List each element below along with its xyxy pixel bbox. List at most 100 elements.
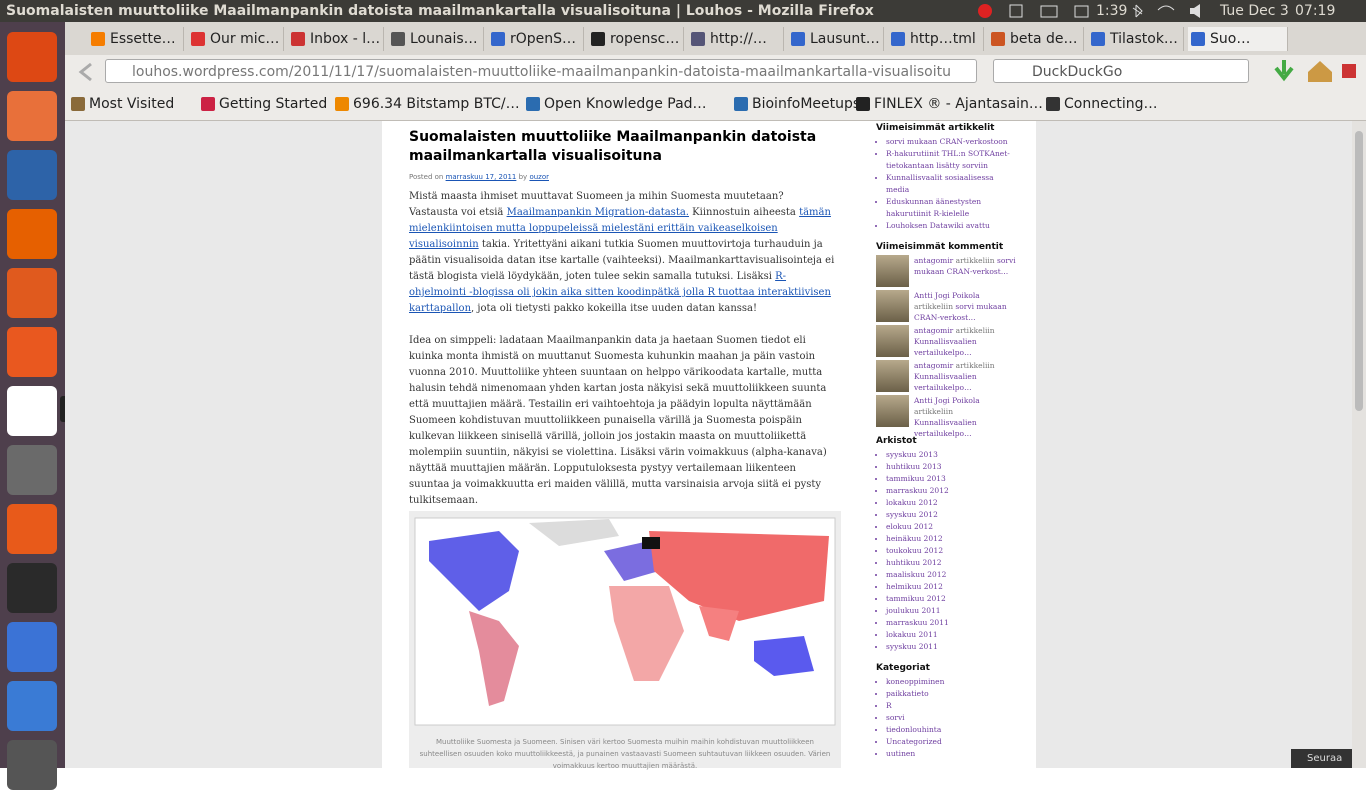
sidebar-link[interactable]: lokakuu 2012 [886,497,1016,509]
launcher-icon[interactable] [7,268,57,318]
sidebar-link[interactable]: tiedonlouhinta [886,724,1016,736]
tab[interactable]: Tilastok… [1088,27,1184,51]
meta-date[interactable]: marraskuu 17, 2011 [445,173,517,181]
comment-author[interactable]: Antti Jogi Poikola [914,291,980,300]
scrollbar[interactable] [1352,121,1366,768]
tab[interactable]: Our mic… [188,27,284,51]
sidebar-link[interactable]: marraskuu 2012 [886,485,1016,497]
sidebar-link[interactable]: paikkatieto [886,688,1016,700]
sidebar-link[interactable]: Eduskunnan äänestysten hakurutiinit R-ki… [886,196,1016,220]
comment-post[interactable]: Kunnallisvaalien vertailukelpo… [914,372,977,392]
battery-time[interactable]: 1:39 [1096,3,1128,19]
sidebar-link[interactable]: Louhoksen Datawiki avattu [886,220,1016,232]
tab-label: http://… [710,31,767,47]
comment-author[interactable]: Antti Jogi Poikola [914,396,980,405]
link[interactable]: Maailmanpankin Migration-datasta. [506,207,689,218]
toolbar-icons[interactable] [1270,58,1360,84]
sidebar-link[interactable]: helmikuu 2012 [886,581,1016,593]
launcher-icon[interactable] [7,622,57,672]
launcher-icon[interactable] [7,327,57,377]
sidebar-link[interactable]: syyskuu 2013 [886,449,1016,461]
sidebar-link[interactable]: koneoppiminen [886,676,1016,688]
launcher [0,22,65,790]
link[interactable]: R-ohjelmointi -blogissa oli jokin aika s… [409,271,831,314]
bookmark[interactable]: Connecting… [1046,96,1158,112]
launcher-icon[interactable] [7,681,57,731]
sidebar-link[interactable]: syyskuu 2012 [886,509,1016,521]
sidebar-link[interactable]: toukokuu 2012 [886,545,1016,557]
sidebar-link[interactable]: R-hakurutiinit THL:n SOTKAnet-tietokanta… [886,148,1016,172]
comment-post[interactable]: sorvi mukaan CRAN-verkost… [914,302,1007,322]
bookmark-label: BioinfoMeetups [752,96,861,112]
sidebar-link[interactable]: marraskuu 2011 [886,617,1016,629]
article-title: Suomalaisten muuttoliike Maailmanpankin … [409,129,817,164]
launcher-icon[interactable] [7,32,57,82]
bookmark[interactable]: FINLEX ® - Ajantasain… [856,96,1043,112]
tab[interactable]: Lausunt… [788,27,884,51]
tab[interactable]: ropensc… [588,27,684,51]
comment-verb: artikkeliin [955,326,995,335]
sidebar-heading: Kategoriat [876,663,930,673]
sidebar-link[interactable]: tammikuu 2013 [886,473,1016,485]
sidebar-link[interactable]: Uncategorized [886,736,1016,748]
comment-author[interactable]: antagomir [914,256,954,265]
url-bar[interactable]: louhos.wordpress.com/2011/11/17/suomalai… [105,59,977,83]
sidebar-link[interactable]: uutinen [886,748,1016,760]
sidebar-link[interactable]: lokakuu 2011 [886,629,1016,641]
sidebar-link[interactable]: huhtikuu 2013 [886,461,1016,473]
sidebar-link[interactable]: elokuu 2012 [886,521,1016,533]
tab[interactable]: Suo… [1188,27,1288,51]
sidebar-heading: Viimeisimmät artikkelit [876,123,995,133]
comment-post[interactable]: Kunnallisvaalien vertailukelpo… [914,337,977,357]
sidebar-link[interactable]: sorvi [886,712,1016,724]
sidebar-link[interactable]: sorvi mukaan CRAN-verkostoon [886,136,1016,148]
launcher-icon[interactable] [7,386,57,436]
bookmark[interactable]: Most Visited [71,96,174,112]
tab-label: Essette… [110,31,176,47]
sidebar-link[interactable]: heinäkuu 2012 [886,533,1016,545]
sidebar-link[interactable]: maaliskuu 2012 [886,569,1016,581]
sidebar-link[interactable]: joulukuu 2011 [886,605,1016,617]
launcher-icon[interactable] [7,504,57,554]
comment-post[interactable]: sorvi mukaan CRAN-verkost… [914,256,1016,276]
bookmark[interactable]: Open Knowledge Pad… [526,96,707,112]
tab[interactable]: Inbox - l… [288,27,384,51]
bookmark[interactable]: 696.34 Bitstamp BTC/… [335,96,520,112]
tab[interactable]: beta de… [988,27,1084,51]
tab[interactable]: http…tml [888,27,984,51]
launcher-icon[interactable] [7,740,57,790]
tab[interactable]: Lounais… [388,27,484,51]
comment-post[interactable]: Kunnallisvaalien vertailukelpo… [914,418,977,438]
sidebar-link[interactable]: Kunnallisvaalit sosiaalisessa media [886,172,1016,196]
tab[interactable]: rOpenS… [488,27,584,51]
sidebar-list: koneoppiminenpaikkatietoRsorvitiedonlouh… [876,676,1016,760]
date[interactable]: Tue Dec 3 [1220,3,1289,19]
sidebar-link[interactable]: tammikuu 2012 [886,593,1016,605]
tab[interactable]: http://… [688,27,784,51]
back-button[interactable] [73,61,103,83]
text: takia. Yritettyäni aikani tutkia Suomen … [409,239,835,282]
launcher-icon[interactable] [7,150,57,200]
search-bar[interactable]: DuckDuckGo [993,59,1249,83]
sidebar-link[interactable]: R [886,700,1016,712]
launcher-icon[interactable] [7,209,57,259]
tab-label: Lausunt… [810,31,880,47]
launcher-icon[interactable] [7,91,57,141]
clock[interactable]: 07:19 [1295,3,1336,19]
link[interactable]: tämän mielenkiintoisen mutta loppupeleis… [409,207,831,250]
sidebar-link[interactable]: syyskuu 2011 [886,641,1016,653]
meta-author[interactable]: ouzor [529,173,549,181]
comment-author[interactable]: antagomir [914,361,954,370]
bookmark[interactable]: Getting Started [201,96,327,112]
text: Kiinnostuin aiheesta [688,207,800,218]
bookmarks-bar: Most Visited Getting Started 696.34 Bitsta… [65,88,1366,121]
tab[interactable]: Essette… [88,27,184,51]
sidebar-link[interactable]: huhtikuu 2012 [886,557,1016,569]
sidebar-list: syyskuu 2013huhtikuu 2013tammikuu 2013ma… [876,449,1016,653]
launcher-icon[interactable] [7,445,57,495]
comment-author[interactable]: antagomir [914,326,954,335]
world-map[interactable] [409,511,841,731]
follow-button[interactable]: Seuraa [1291,749,1352,768]
bookmark[interactable]: BioinfoMeetups [734,96,860,112]
launcher-icon[interactable] [7,563,57,613]
